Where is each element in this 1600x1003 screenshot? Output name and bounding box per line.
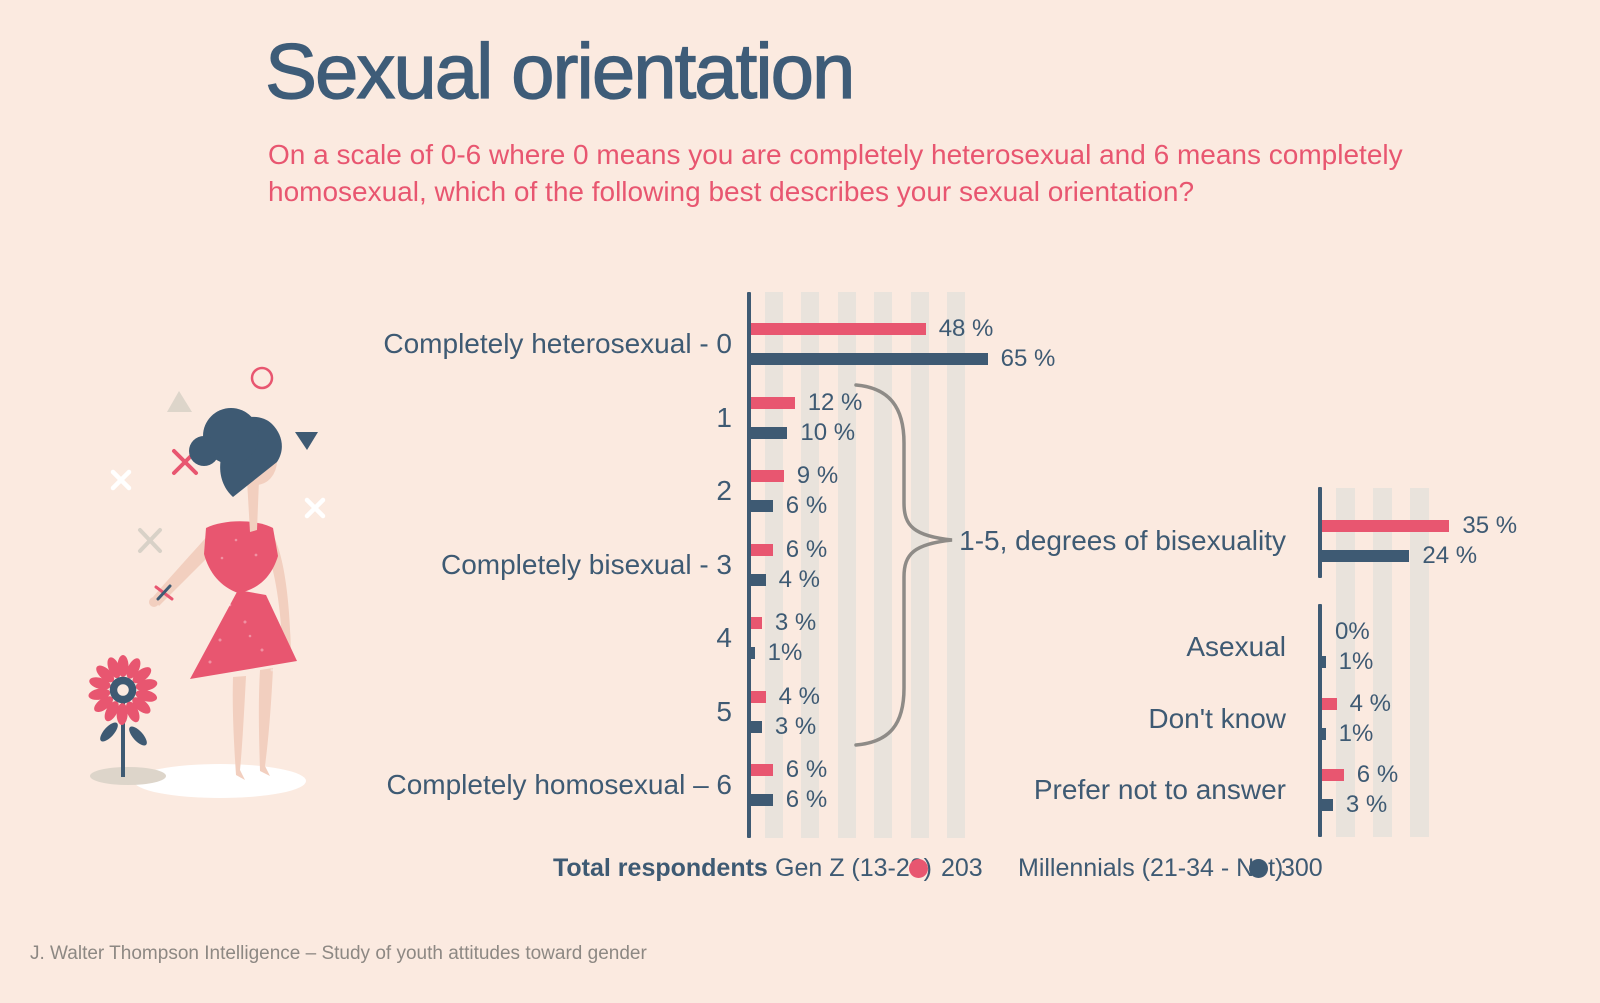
gridline-stripe: [801, 292, 819, 838]
category-label: Prefer not to answer: [1033, 774, 1286, 805]
white-x-icon: [304, 497, 326, 519]
millennials-bar: [1322, 728, 1326, 740]
gridline-stripe: [911, 292, 929, 838]
white-x-icon: [110, 469, 132, 491]
genz-bar: [1322, 698, 1337, 710]
genz-bar: [751, 691, 766, 703]
category-label: 1: [716, 402, 732, 433]
genz-value-label: 48 %: [938, 315, 994, 342]
millennials-bar: [1322, 550, 1410, 562]
flower-icon: [88, 655, 158, 777]
genz-value-label: 6 %: [1356, 761, 1399, 788]
dress: [190, 521, 297, 679]
chart-subtitle: On a scale of 0-6 where 0 means you are …: [268, 136, 1403, 210]
gray-x-icon: [138, 528, 162, 553]
genz-bar: [751, 617, 762, 629]
chart-row-heterosexual-0: Completely heterosexual - 0 48 % 65 %: [0, 307, 1600, 381]
millennials-bar: [1322, 799, 1333, 811]
category-label: 1-5, degrees of bisexuality: [959, 525, 1286, 556]
genz-bar: [1322, 769, 1344, 781]
flower-shadow: [90, 767, 166, 785]
gridline-stripe: [1410, 488, 1429, 837]
category-label: 5: [716, 696, 732, 727]
category-label: Completely homosexual – 6: [386, 769, 732, 800]
gridline-stripe: [947, 292, 965, 838]
gridline-stripe: [1373, 488, 1392, 837]
subtitle-line-1: On a scale of 0-6 where 0 means you are …: [268, 139, 1403, 170]
circle-outline-icon: [250, 366, 274, 390]
chart-row-dont-know: Don't know 4 % 1%: [0, 682, 1600, 756]
millennials-bar: [751, 647, 755, 659]
legs: [232, 668, 273, 780]
millennials-bar: [751, 721, 762, 733]
side-chart-axis-bottom: [1318, 604, 1322, 837]
category-label: Completely bisexual - 3: [440, 549, 732, 580]
legend-millennials-value: 300: [1281, 854, 1323, 882]
millennials-value-label: 65 %: [1000, 345, 1056, 372]
genz-value-label: 35 %: [1462, 512, 1518, 539]
gridline-stripe: [1336, 488, 1355, 837]
genz-bar: [751, 544, 773, 556]
legend-millennials-label: Millennials (21-34 - Net): [1018, 854, 1284, 882]
chart-row-4: 4 3 % 1%: [0, 601, 1600, 675]
millennials-bar: [751, 574, 766, 586]
chart-row-1: 1 12 % 10 %: [0, 381, 1600, 455]
millennials-value-label: 1%: [1338, 720, 1374, 747]
genz-bar: [751, 764, 773, 776]
dress-speckles: [208, 538, 274, 672]
woman-illustration: [88, 366, 326, 798]
millennials-value-label: 1%: [1338, 648, 1374, 675]
subtitle-line-2: homosexual, which of the following best …: [268, 176, 1195, 207]
neck: [247, 480, 259, 532]
genz-value-label: 4 %: [1349, 690, 1391, 717]
chart-row-homosexual-6: Completely homosexual – 6 6 % 6 %: [0, 748, 1600, 822]
millennials-bar: [751, 353, 988, 365]
chart-row-5: 5 4 % 3 %: [0, 675, 1600, 749]
millennials-dot-icon: [1249, 859, 1268, 878]
millennials-value-label: 24 %: [1422, 542, 1478, 569]
genz-bar: [751, 470, 784, 482]
source-attribution: J. Walter Thompson Intelligence – Study …: [30, 943, 647, 964]
legend-genz-value: 203: [941, 854, 983, 882]
category-label: Don't know: [1148, 703, 1286, 734]
millennials-bar: [751, 427, 788, 439]
gridline-stripe: [838, 292, 856, 838]
legend-genz-label: Gen Z (13-20): [775, 854, 933, 882]
millennials-value-label: 3 %: [1345, 791, 1388, 818]
side-chart-axis-top: [1318, 487, 1322, 578]
chart-row-bisexual-3: Completely bisexual - 3 6 % 4 %: [0, 528, 1600, 602]
chart-row-asexual: Asexual 0% 1%: [0, 610, 1600, 684]
chart-row-2: 2 9 % 6 %: [0, 454, 1600, 528]
category-label: 2: [716, 475, 732, 506]
page-title: Sexual orientation: [264, 26, 856, 115]
legend-total-label: Total respondents: [553, 854, 768, 882]
category-label: Completely heterosexual - 0: [383, 328, 732, 359]
millennials-bar: [751, 500, 773, 512]
genz-value-label: 9 %: [796, 462, 839, 489]
genz-dot-icon: [909, 859, 928, 878]
millennials-bar: [751, 794, 773, 806]
brace-annotation: [854, 383, 953, 747]
genz-value-label: 0%: [1335, 618, 1370, 645]
bracelet: [154, 584, 174, 601]
triangle-down-icon: [295, 432, 318, 450]
hair: [189, 408, 282, 497]
genz-bar: [1322, 520, 1450, 532]
category-label: Asexual: [1186, 631, 1286, 662]
main-chart-axis: [747, 292, 751, 838]
chart-row-degrees-of-bisexuality: 1-5, degrees of bisexuality 35 % 24 %: [0, 504, 1600, 578]
millennials-bar: [1322, 656, 1326, 668]
genz-bar: [751, 397, 795, 409]
gridline-stripe: [874, 292, 892, 838]
genz-bar: [751, 323, 926, 335]
chart-row-prefer-not-to-answer: Prefer not to answer 6 % 3 %: [0, 753, 1600, 827]
triangle-up-icon: [167, 391, 192, 412]
category-label: 4: [716, 622, 732, 653]
